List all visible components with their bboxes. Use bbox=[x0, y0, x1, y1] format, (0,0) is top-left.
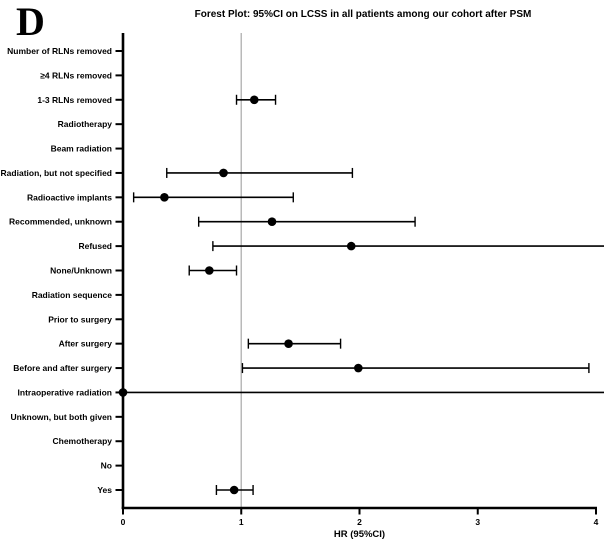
x-tick-label: 0 bbox=[121, 517, 126, 527]
category-label: None/Unknown bbox=[50, 266, 112, 276]
hr-point bbox=[118, 388, 128, 397]
category-label: Recommended, unknown bbox=[9, 217, 112, 227]
category-label: Unknown, but both given bbox=[10, 412, 112, 422]
category-label: Beam radiation bbox=[51, 144, 112, 154]
panel-label: D bbox=[16, 0, 45, 44]
category-label: Radiation sequence bbox=[32, 290, 113, 300]
hr-point bbox=[249, 95, 259, 105]
x-tick-label: 2 bbox=[357, 517, 362, 527]
category-label: Radioactive implants bbox=[27, 192, 112, 202]
hr-point bbox=[205, 266, 214, 275]
category-label: No bbox=[101, 461, 112, 471]
category-label: Radiation, but not specified bbox=[1, 168, 112, 178]
hr-point bbox=[284, 339, 293, 348]
hr-point bbox=[219, 168, 228, 178]
category-label: After surgery bbox=[59, 339, 113, 349]
x-tick-label: 4 bbox=[594, 517, 599, 527]
hr-point bbox=[267, 217, 277, 227]
hr-point bbox=[160, 193, 169, 202]
category-label: Before and after surgery bbox=[13, 363, 112, 373]
x-axis-title: HR (95%CI) bbox=[334, 529, 385, 540]
category-label: Number of RLNs removed bbox=[7, 46, 112, 56]
chart-title: Forest Plot: 95%CI on LCSS in all patien… bbox=[194, 9, 532, 20]
category-label: Prior to surgery bbox=[48, 314, 112, 324]
category-label: ≥4 RLNs removed bbox=[40, 70, 112, 80]
category-label: 1-3 RLNs removed bbox=[37, 95, 112, 105]
x-tick-label: 1 bbox=[239, 517, 244, 527]
category-label: Refused bbox=[78, 241, 112, 251]
hr-point bbox=[354, 363, 363, 373]
hr-point bbox=[346, 241, 356, 251]
hr-point bbox=[229, 485, 239, 495]
x-tick-label: 3 bbox=[475, 517, 480, 527]
category-label: Intraoperative radiation bbox=[18, 387, 112, 397]
category-label: Radiotherapy bbox=[58, 119, 113, 129]
category-label: Chemotherapy bbox=[52, 436, 112, 446]
category-label: Yes bbox=[97, 485, 112, 495]
